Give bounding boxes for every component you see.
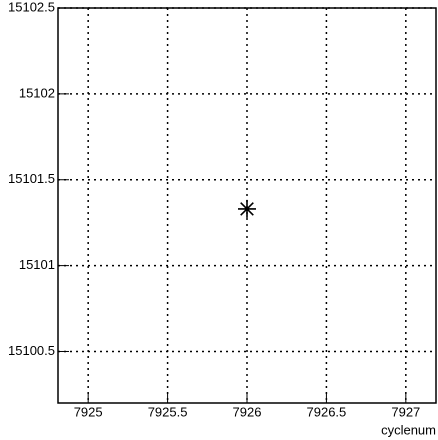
x-tick-label: 7926 bbox=[233, 404, 262, 419]
x-tick-label: 7925.5 bbox=[148, 404, 188, 419]
point bbox=[238, 199, 256, 218]
x-axis-label: cyclenum bbox=[381, 422, 436, 437]
y-tick-label: 15102.5 bbox=[8, 0, 55, 14]
plot-frame bbox=[57, 7, 437, 404]
x-tick-label: 7925 bbox=[74, 404, 103, 419]
y-tick-label: 15102 bbox=[19, 85, 55, 100]
y-tick-label: 15100.5 bbox=[8, 343, 55, 358]
y-tick-label: 15101 bbox=[19, 257, 55, 272]
x-tick-label: 7927 bbox=[391, 404, 420, 419]
x-tick-label: 7926.5 bbox=[307, 404, 347, 419]
y-tick-label: 15101.5 bbox=[8, 171, 55, 186]
